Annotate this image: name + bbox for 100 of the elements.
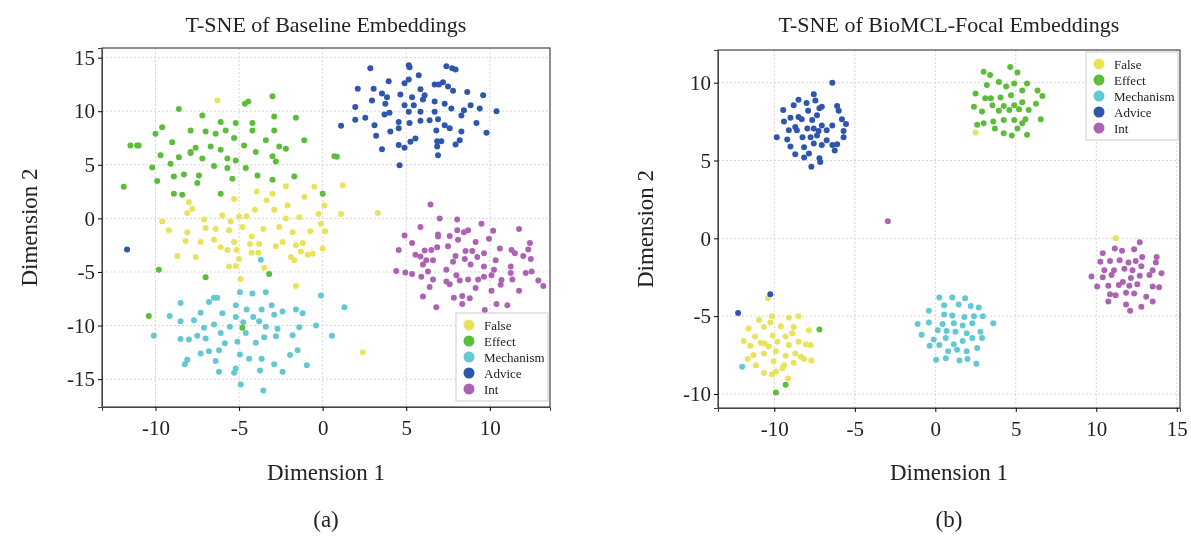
point (970, 313, 977, 320)
y-tick-label: -5 (693, 304, 711, 329)
point (785, 341, 792, 348)
point (1129, 267, 1136, 274)
point (760, 350, 767, 357)
point (975, 304, 982, 311)
point (1126, 282, 1133, 289)
point (752, 333, 759, 340)
point (942, 334, 949, 341)
legend-label: Mechanism (484, 349, 545, 365)
x-axis-title: Dimension 1 (266, 460, 386, 485)
y-tick-label: 10 (74, 99, 95, 124)
point (807, 134, 814, 141)
point (1019, 99, 1026, 106)
point (990, 118, 997, 125)
point (834, 141, 841, 148)
point (974, 345, 981, 352)
point (954, 346, 961, 353)
point (884, 218, 891, 225)
point (1008, 132, 1015, 139)
point (977, 328, 984, 335)
point (768, 313, 775, 320)
point (795, 313, 802, 320)
point (990, 320, 997, 327)
point (1011, 102, 1018, 109)
legend-label: False (1114, 56, 1142, 72)
y-tick-label: -5 (77, 260, 95, 285)
point (810, 140, 817, 147)
point (989, 102, 996, 109)
point (829, 122, 836, 129)
point (789, 330, 796, 337)
y-tick-label: 0 (700, 226, 711, 251)
chart-title: T-SNE of Baseline Embeddings (185, 12, 467, 37)
point (987, 71, 994, 78)
point (1007, 64, 1014, 71)
point (1037, 116, 1044, 123)
y-tick-label: -10 (67, 313, 95, 338)
legend-label: Effect (484, 333, 516, 349)
point (959, 338, 966, 345)
point (1099, 250, 1106, 257)
point (814, 112, 820, 119)
point (785, 314, 792, 321)
y-axis-title: Dimension 2 (633, 169, 658, 289)
legend-label: Int (1114, 120, 1129, 136)
x-tick-label: 0 (930, 417, 942, 441)
point (805, 150, 812, 157)
point (941, 302, 948, 309)
point (1034, 87, 1041, 94)
point (1125, 259, 1132, 266)
point (792, 350, 799, 357)
point (925, 307, 932, 314)
point (842, 120, 849, 127)
x-tick-label: 15 (1166, 417, 1188, 441)
point (772, 368, 779, 375)
point (961, 313, 968, 320)
point (823, 137, 830, 144)
point (1139, 254, 1146, 261)
point (797, 353, 804, 360)
point (840, 134, 847, 141)
y-tick-label: 10 (690, 70, 711, 95)
point (807, 341, 814, 348)
point (812, 97, 819, 104)
point (1000, 130, 1007, 137)
point (1105, 282, 1112, 289)
point (1152, 259, 1159, 266)
point (1134, 281, 1141, 288)
point (1121, 265, 1128, 272)
point (1019, 120, 1026, 127)
point (770, 358, 777, 365)
point (942, 355, 949, 362)
y-tick-label: 0 (84, 206, 95, 231)
point (936, 341, 943, 348)
point (782, 333, 789, 340)
point (808, 163, 815, 170)
point (1143, 293, 1150, 300)
point (1097, 258, 1104, 265)
point (810, 91, 817, 98)
point (991, 125, 998, 132)
point (772, 348, 779, 355)
point (781, 118, 787, 125)
point (740, 338, 747, 345)
y-axis-title: Dimension 2 (17, 168, 42, 287)
point (785, 127, 792, 134)
x-tick-label: 10 (479, 416, 501, 440)
point (1014, 69, 1021, 76)
point (1158, 270, 1165, 277)
point (1011, 117, 1018, 124)
point (1006, 106, 1013, 113)
point (744, 355, 751, 362)
legend-label: Advice (1114, 104, 1152, 120)
point (735, 310, 742, 317)
point (949, 294, 956, 301)
point (963, 348, 970, 355)
y-tick-label: -10 (683, 382, 711, 407)
legend-label: Int (484, 381, 499, 397)
point (1123, 301, 1130, 308)
point (838, 116, 845, 123)
point (801, 144, 808, 151)
point (782, 352, 789, 359)
point (979, 108, 985, 115)
